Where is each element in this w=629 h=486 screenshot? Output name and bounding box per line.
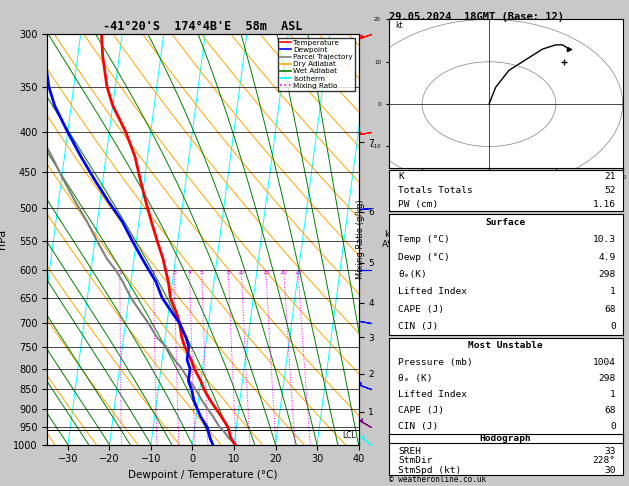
- Text: K: K: [398, 173, 404, 181]
- Text: 10: 10: [238, 270, 245, 276]
- Text: θₑ(K): θₑ(K): [398, 270, 427, 279]
- Text: 8: 8: [226, 270, 230, 276]
- Text: 4: 4: [187, 270, 191, 276]
- Text: Temp (°C): Temp (°C): [398, 235, 450, 244]
- Text: EH: EH: [398, 437, 409, 446]
- Text: StmSpd (kt): StmSpd (kt): [398, 466, 461, 475]
- Text: CIN (J): CIN (J): [398, 422, 438, 432]
- Text: Pressure (mb): Pressure (mb): [398, 358, 473, 366]
- Text: 7: 7: [610, 437, 616, 446]
- Text: 15: 15: [262, 270, 270, 276]
- Text: 298: 298: [598, 374, 616, 383]
- Text: 228°: 228°: [593, 456, 616, 465]
- Text: Mixing Ratio (g/kg): Mixing Ratio (g/kg): [355, 200, 365, 279]
- Text: 25: 25: [294, 270, 302, 276]
- Text: 33: 33: [604, 447, 616, 455]
- Text: SREH: SREH: [398, 447, 421, 455]
- Text: Hodograph: Hodograph: [480, 434, 532, 443]
- Text: CAPE (J): CAPE (J): [398, 406, 444, 415]
- Text: Most Unstable: Most Unstable: [469, 341, 543, 350]
- Text: 0: 0: [610, 422, 616, 432]
- Text: 1.16: 1.16: [593, 200, 616, 209]
- Y-axis label: hPa: hPa: [0, 229, 8, 249]
- Text: 68: 68: [604, 406, 616, 415]
- Text: θₑ (K): θₑ (K): [398, 374, 433, 383]
- Text: 1: 1: [118, 270, 122, 276]
- Text: Lifted Index: Lifted Index: [398, 287, 467, 296]
- Text: 1: 1: [610, 287, 616, 296]
- Text: 4.9: 4.9: [598, 253, 616, 262]
- Text: © weatheronline.co.uk: © weatheronline.co.uk: [389, 474, 486, 484]
- Legend: Temperature, Dewpoint, Parcel Trajectory, Dry Adiabat, Wet Adiabat, Isotherm, Mi: Temperature, Dewpoint, Parcel Trajectory…: [278, 37, 355, 91]
- Text: Dewp (°C): Dewp (°C): [398, 253, 450, 262]
- Text: 3: 3: [172, 270, 176, 276]
- Text: 21: 21: [604, 173, 616, 181]
- Text: 68: 68: [604, 305, 616, 314]
- Text: 1004: 1004: [593, 358, 616, 366]
- Text: CAPE (J): CAPE (J): [398, 305, 444, 314]
- Text: 2: 2: [152, 270, 155, 276]
- Y-axis label: km
ASL: km ASL: [382, 230, 399, 249]
- Text: 0: 0: [610, 322, 616, 331]
- Text: PW (cm): PW (cm): [398, 200, 438, 209]
- Title: -41°20'S  174°4B'E  58m  ASL: -41°20'S 174°4B'E 58m ASL: [103, 20, 303, 33]
- Text: Lifted Index: Lifted Index: [398, 390, 467, 399]
- Text: 10.3: 10.3: [593, 235, 616, 244]
- Text: Surface: Surface: [486, 218, 526, 227]
- Text: 298: 298: [598, 270, 616, 279]
- Text: kt: kt: [396, 21, 403, 30]
- Text: StmDir: StmDir: [398, 456, 433, 465]
- Text: 30: 30: [604, 466, 616, 475]
- Text: LCL: LCL: [343, 431, 357, 440]
- X-axis label: Dewpoint / Temperature (°C): Dewpoint / Temperature (°C): [128, 470, 277, 480]
- Text: 1: 1: [610, 390, 616, 399]
- Text: CIN (J): CIN (J): [398, 322, 438, 331]
- Text: 20: 20: [280, 270, 287, 276]
- Text: 52: 52: [604, 186, 616, 195]
- Text: 29.05.2024  18GMT (Base: 12): 29.05.2024 18GMT (Base: 12): [389, 12, 564, 22]
- Text: 5: 5: [200, 270, 204, 276]
- Text: Totals Totals: Totals Totals: [398, 186, 473, 195]
